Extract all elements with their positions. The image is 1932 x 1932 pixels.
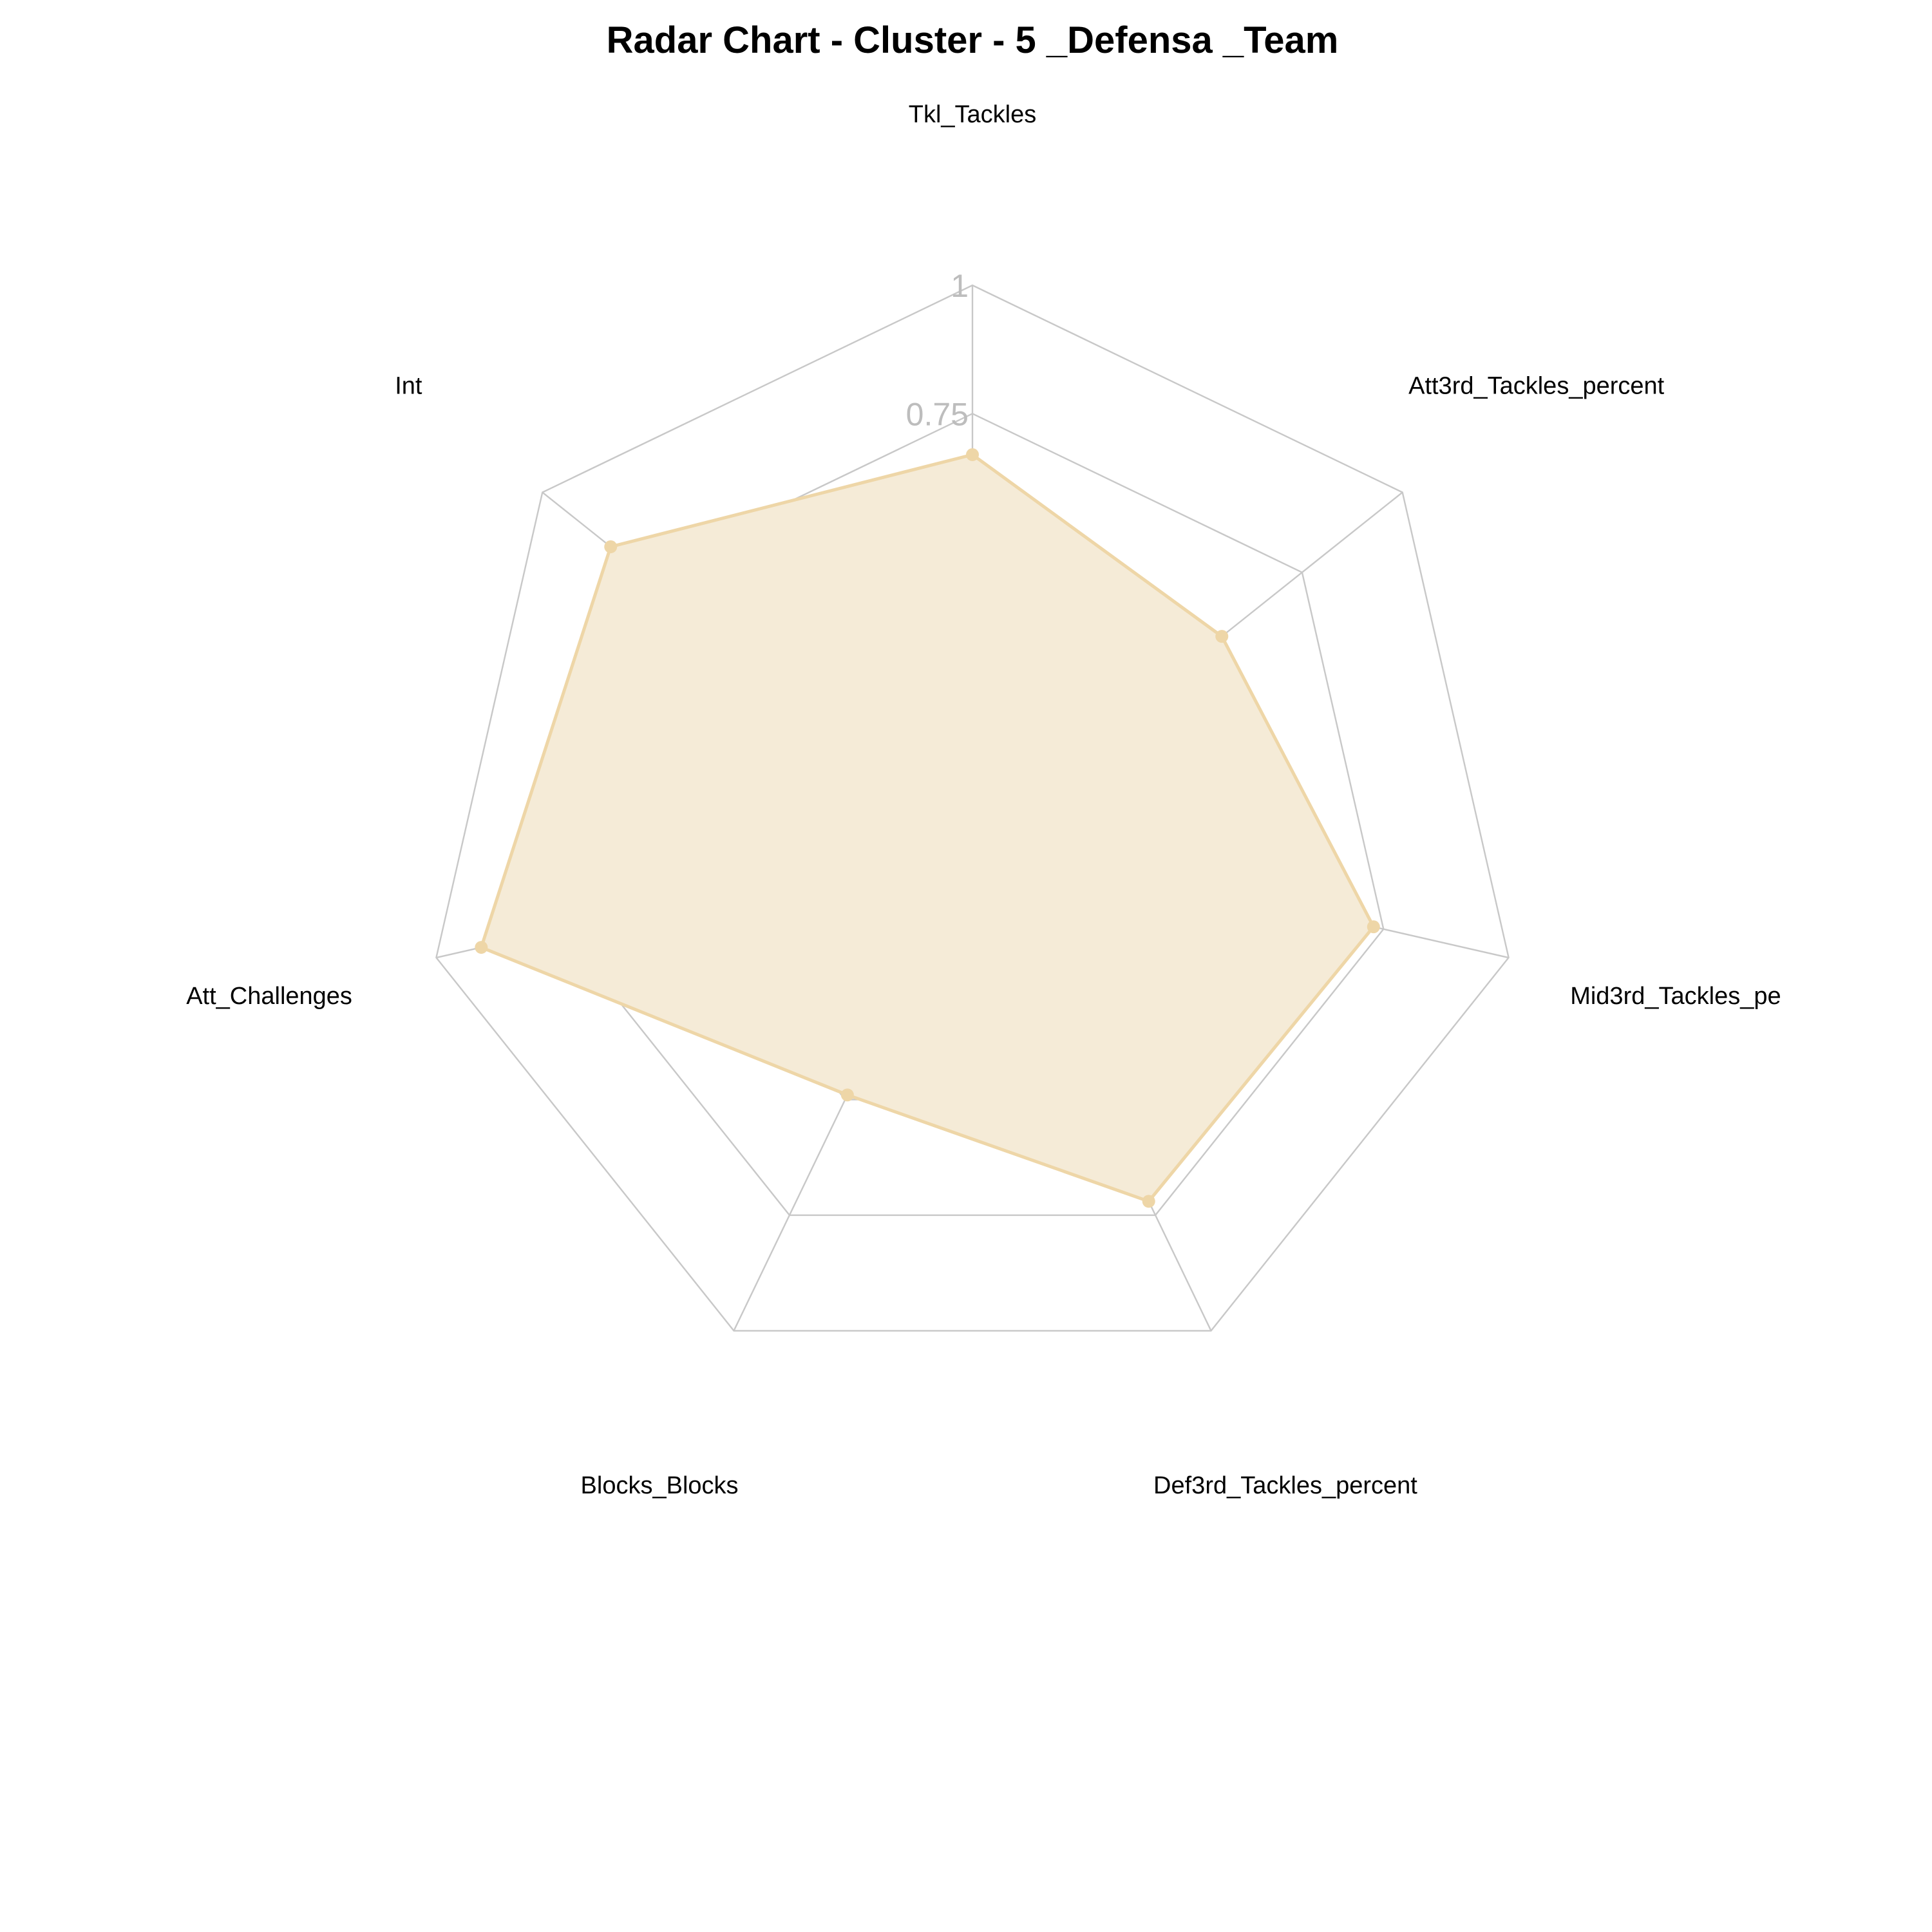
grid-ring-4 [435, 284, 1510, 1332]
axis-label-mid3rd-tackles-percent: Mid3rd_Tackles_pe [1570, 983, 1781, 1010]
data-point-att3rd-tackles-percent [1215, 630, 1229, 643]
axis-label-int: Int [395, 373, 422, 400]
axis-label-att-challenges: Att_Challenges [186, 983, 352, 1010]
axis-labels: Tkl_Tackles Att3rd_Tackles_percent Mid3rd_… [186, 101, 1781, 1499]
axis-label-def3rd-tackles-percent: Def3rd_Tackles_percent [1153, 1472, 1417, 1499]
data-point-int [604, 540, 618, 554]
data-point-tkl-tackles [966, 448, 979, 462]
axis-label-blocks-blocks: Blocks_Blocks [581, 1472, 739, 1499]
data-point-mid3rd-tackles-percent [1367, 920, 1380, 934]
data-point-att-challenges [475, 941, 488, 954]
series-layer [475, 448, 1380, 1208]
series-area-0 [479, 453, 1376, 1203]
chart-title: Radar Chart - Cluster - 5 _Defensa _Team [607, 19, 1339, 61]
data-point-def3rd-tackles-percent [1142, 1195, 1155, 1208]
tick-label-4: 1 [951, 268, 969, 304]
data-point-blocks-blocks [840, 1088, 854, 1102]
tick-label-3: 0.75 [906, 396, 969, 432]
axis-label-tkl-tackles: Tkl_Tackles [909, 101, 1037, 128]
axis-label-att3rd-tackles-percent: Att3rd_Tackles_percent [1408, 373, 1665, 400]
